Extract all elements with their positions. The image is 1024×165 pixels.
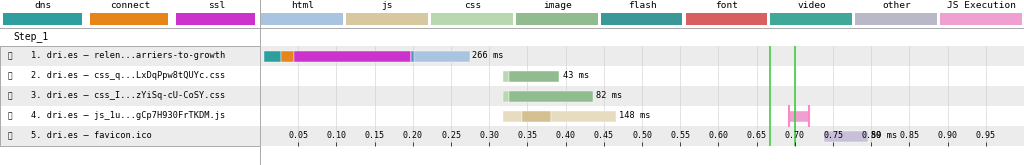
Text: 82 ms: 82 ms <box>596 92 623 100</box>
Text: 3. dri.es – css_I...zYiSq-cU-CoSY.css: 3. dri.es – css_I...zYiSq-cU-CoSY.css <box>31 92 225 100</box>
Bar <box>790 111 809 121</box>
Bar <box>0 86 260 106</box>
Bar <box>431 13 513 25</box>
Bar <box>601 13 682 25</box>
Bar <box>411 50 470 62</box>
Text: html: html <box>291 0 314 10</box>
Bar <box>260 126 1024 146</box>
Bar <box>0 106 260 126</box>
Bar <box>509 90 593 101</box>
Bar <box>90 13 168 25</box>
Text: 266 ms: 266 ms <box>472 51 504 61</box>
Text: 43 ms: 43 ms <box>562 71 589 81</box>
Text: 5. dri.es – favicon.ico: 5. dri.es – favicon.ico <box>31 132 152 141</box>
Bar <box>855 13 937 25</box>
Text: js: js <box>382 0 393 10</box>
Text: Step_1: Step_1 <box>13 31 48 42</box>
Bar <box>260 86 1024 106</box>
Bar <box>522 111 551 121</box>
Text: video: video <box>798 0 826 10</box>
Bar <box>411 50 414 62</box>
Bar <box>824 131 868 142</box>
Bar <box>261 13 343 25</box>
Bar <box>940 13 1022 25</box>
Bar <box>0 66 260 86</box>
Bar <box>503 111 522 121</box>
Text: 2. dri.es – css_q...LxDqPpw8tQUYc.css: 2. dri.es – css_q...LxDqPpw8tQUYc.css <box>31 71 225 81</box>
Text: dns: dns <box>35 0 52 10</box>
Bar <box>551 111 616 121</box>
Bar <box>516 13 598 25</box>
Text: 1. dri.es – relen...arriers-to-growth: 1. dri.es – relen...arriers-to-growth <box>31 51 225 61</box>
Text: 🔒: 🔒 <box>8 51 12 61</box>
Bar <box>176 13 255 25</box>
Text: image: image <box>543 0 571 10</box>
Bar <box>770 13 852 25</box>
Text: 🔒: 🔒 <box>8 132 12 141</box>
Bar <box>281 50 295 62</box>
Bar <box>260 46 1024 66</box>
Text: flash: flash <box>628 0 656 10</box>
Bar <box>260 106 1024 126</box>
Text: 148 ms: 148 ms <box>620 112 650 120</box>
Bar <box>0 46 260 66</box>
Bar <box>509 70 559 82</box>
Bar <box>264 50 281 62</box>
Bar <box>260 66 1024 86</box>
Text: other: other <box>883 0 911 10</box>
Bar <box>295 50 411 62</box>
Text: connect: connect <box>110 0 151 10</box>
Bar <box>503 70 509 82</box>
Text: 59 ms: 59 ms <box>871 132 897 141</box>
Text: 4. dri.es – js_1u...gCp7H930FrTKDM.js: 4. dri.es – js_1u...gCp7H930FrTKDM.js <box>31 112 225 120</box>
Bar <box>3 13 82 25</box>
Bar <box>0 126 260 146</box>
Text: JS Execution: JS Execution <box>947 0 1016 10</box>
Text: 🔒: 🔒 <box>8 92 12 100</box>
Bar <box>503 90 509 101</box>
Bar <box>685 13 767 25</box>
Text: ssl: ssl <box>208 0 225 10</box>
Text: font: font <box>716 0 738 10</box>
Text: 🔒: 🔒 <box>8 112 12 120</box>
Text: css: css <box>464 0 481 10</box>
Bar <box>346 13 428 25</box>
Text: 🔒: 🔒 <box>8 71 12 81</box>
